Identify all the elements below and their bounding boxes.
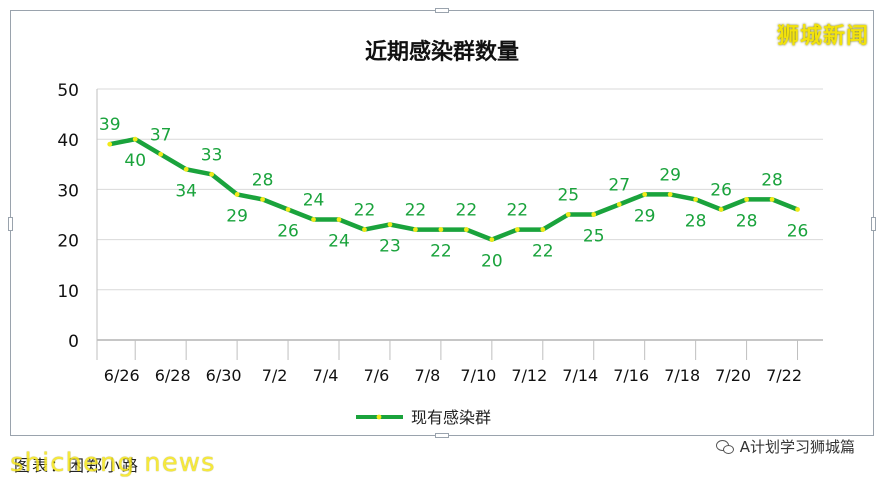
y-tick-label: 30: [57, 181, 79, 201]
data-point[interactable]: [616, 202, 622, 207]
data-point[interactable]: [387, 222, 393, 227]
x-tick-label: 7/2: [262, 366, 288, 385]
data-label: 22: [506, 201, 528, 221]
x-tick-label: 7/10: [460, 366, 496, 385]
gridlines: [97, 88, 823, 341]
data-label: 34: [175, 181, 197, 201]
data-label: 27: [608, 175, 630, 195]
y-axis-ticks: 0 10 20 30 40 50: [57, 81, 79, 352]
data-label: 24: [303, 191, 325, 211]
data-label: 26: [787, 221, 809, 241]
data-label: 29: [226, 206, 248, 226]
data-point[interactable]: [234, 192, 240, 197]
chart-title: 近期感染群数量: [365, 39, 519, 65]
data-label: 22: [354, 201, 376, 221]
data-point[interactable]: [311, 217, 316, 222]
chart-frame: 近期感染群数量 0 10 20 30 40 50 6/26 6/28 6/30 7/2 7/4 7/…: [8, 8, 876, 438]
data-label: 22: [456, 201, 478, 221]
x-tick-label: 7/18: [664, 366, 700, 385]
brand-logo-text: 狮城新闻: [776, 24, 869, 49]
data-label: 23: [379, 237, 401, 257]
line-chart: 近期感染群数量 0 10 20 30 40 50 6/26 6/28 6/30 7/2 7/4 7/…: [57, 39, 823, 427]
resize-handle-bottom[interactable]: [435, 433, 449, 438]
resize-handle-left[interactable]: [8, 217, 13, 231]
data-labels: 3940373433292826242422232222222022222525…: [99, 115, 808, 271]
data-point[interactable]: [362, 227, 367, 232]
x-tick-label: 7/6: [364, 366, 390, 385]
y-tick-label: 40: [57, 131, 79, 151]
y-tick-label: 0: [68, 332, 79, 352]
data-point[interactable]: [693, 197, 699, 202]
data-label: 40: [124, 151, 146, 171]
resize-handle-top[interactable]: [435, 8, 449, 13]
data-label: 26: [277, 221, 299, 241]
data-point[interactable]: [183, 166, 189, 172]
resize-handle-right[interactable]: [871, 217, 876, 231]
x-tick-label: 7/20: [715, 366, 751, 385]
data-point[interactable]: [718, 207, 724, 212]
source-note: 图表：困郑小路: [14, 456, 141, 475]
legend-marker: [376, 414, 382, 420]
x-tick-label: 7/16: [613, 366, 649, 385]
watermark-text: shicheng news: [10, 448, 216, 478]
data-point[interactable]: [158, 151, 164, 157]
data-label: 26: [710, 180, 732, 200]
x-tick-label: 6/28: [155, 366, 191, 385]
data-point[interactable]: [667, 192, 673, 197]
data-label: 24: [328, 232, 350, 252]
data-point[interactable]: [565, 212, 571, 217]
data-point[interactable]: [438, 227, 444, 232]
series-path: [109, 136, 799, 242]
y-tick-label: 50: [57, 81, 79, 101]
data-point[interactable]: [107, 141, 113, 147]
y-tick-label: 20: [57, 232, 79, 252]
data-label: 22: [430, 242, 452, 262]
data-label: 29: [659, 165, 681, 185]
x-tick-label: 7/4: [313, 366, 339, 385]
series-line: [107, 136, 800, 243]
data-label: 37: [150, 125, 172, 145]
data-point[interactable]: [540, 227, 546, 232]
data-point[interactable]: [642, 192, 648, 197]
data-point[interactable]: [514, 227, 520, 232]
x-tick-label: 7/14: [562, 366, 598, 385]
data-point[interactable]: [132, 136, 138, 142]
data-label: 28: [761, 170, 783, 190]
wechat-caption: A计划学习狮城篇: [715, 436, 855, 457]
data-point[interactable]: [591, 212, 597, 217]
data-label: 22: [405, 201, 427, 221]
x-tick-label: 7/12: [511, 366, 547, 385]
legend-label: 现有感染群: [411, 408, 491, 427]
data-point[interactable]: [489, 237, 495, 243]
x-tick-label: 6/26: [104, 366, 140, 385]
data-label: 33: [201, 145, 223, 165]
x-tick-label: 7/22: [766, 366, 802, 385]
data-label: 28: [736, 211, 758, 231]
data-label: 25: [583, 227, 605, 247]
data-point[interactable]: [795, 207, 800, 212]
data-label: 28: [685, 211, 707, 231]
data-label: 39: [99, 115, 121, 135]
x-axis: 6/26 6/28 6/30 7/2 7/4 7/6 7/8 7/10 7/12 7/14 7/16…: [96, 89, 802, 385]
data-label: 22: [532, 242, 554, 262]
data-label: 28: [252, 170, 274, 190]
data-point[interactable]: [209, 171, 215, 177]
data-point[interactable]: [769, 197, 775, 202]
wechat-icon: [715, 439, 734, 454]
x-tick-label: 6/30: [206, 366, 242, 385]
data-point[interactable]: [285, 207, 291, 212]
y-tick-label: 10: [57, 282, 79, 302]
legend[interactable]: 现有感染群: [356, 408, 491, 427]
x-tick-label: 7/8: [415, 366, 441, 385]
data-point[interactable]: [260, 197, 265, 202]
data-point[interactable]: [413, 227, 418, 232]
caption-text: A计划学习狮城篇: [739, 438, 855, 456]
data-label: 25: [557, 186, 579, 206]
data-point[interactable]: [463, 227, 469, 232]
data-point[interactable]: [744, 197, 749, 202]
data-label: 29: [634, 206, 656, 226]
data-point[interactable]: [336, 217, 342, 222]
data-label: 20: [481, 252, 503, 272]
